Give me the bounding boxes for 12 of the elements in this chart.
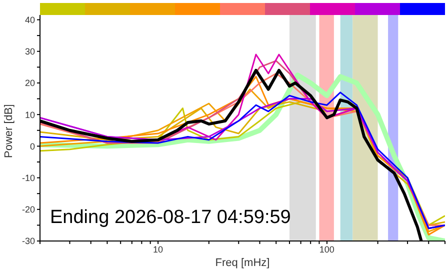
y-tick-label: -30	[22, 236, 35, 246]
y-tick-label: 30	[24, 46, 35, 57]
y-tick-label: -10	[22, 172, 35, 183]
x-tick-label: 100	[319, 244, 334, 254]
y-tick-label: -20	[22, 204, 35, 215]
y-tick-label: 40	[24, 14, 35, 25]
y-tick-label: 10	[24, 110, 35, 120]
annotation: Ending 2026-08-17 04:59:59	[50, 207, 291, 229]
y-axis-title: Power [dB]	[2, 104, 15, 158]
y-tick-label: 0	[30, 141, 35, 152]
y-tick-label: 20	[24, 78, 35, 88]
x-axis-title: Freq [mHz]	[215, 257, 270, 269]
